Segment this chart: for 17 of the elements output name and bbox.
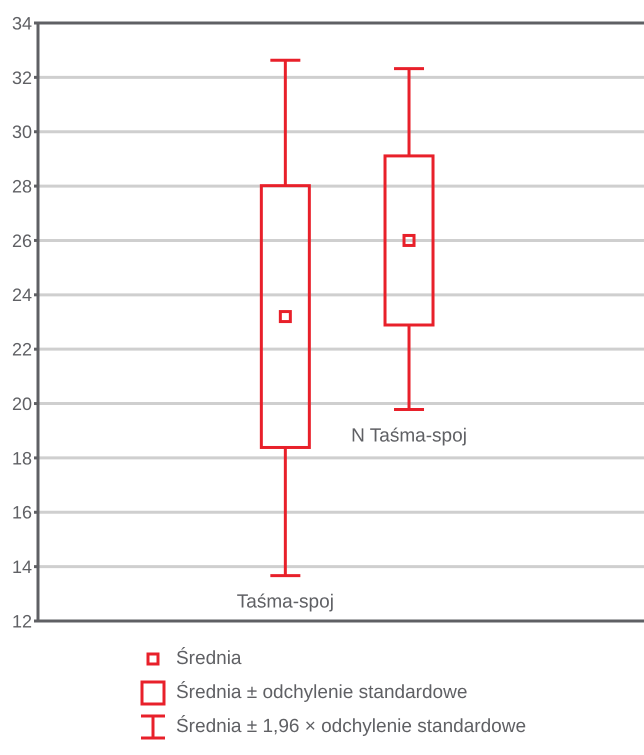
- y-tick-label: 22: [12, 340, 32, 360]
- y-tick-label: 16: [12, 502, 32, 523]
- y-tick-label: 18: [12, 448, 32, 468]
- y-tick-label: 30: [12, 122, 32, 142]
- y-tick-label: 14: [12, 557, 32, 578]
- y-tick-label: 26: [12, 230, 32, 251]
- x-tick-label: Taśma-spoj: [236, 592, 334, 613]
- y-tick-label: 34: [12, 13, 32, 34]
- text: Średnia ± 1,96 × odchylenie standardowe: [176, 716, 526, 738]
- y-tick-label: 24: [12, 285, 32, 306]
- x-tick-label: N Taśma-spoj: [351, 426, 467, 447]
- y-tick-label: 12: [12, 611, 32, 632]
- y-tick-label: 20: [12, 394, 32, 414]
- text: Średnia ± odchylenie standardowe: [176, 682, 468, 704]
- y-tick-label: 28: [12, 176, 32, 196]
- y-tick-label: 32: [12, 68, 32, 88]
- text: Średnia: [176, 648, 242, 670]
